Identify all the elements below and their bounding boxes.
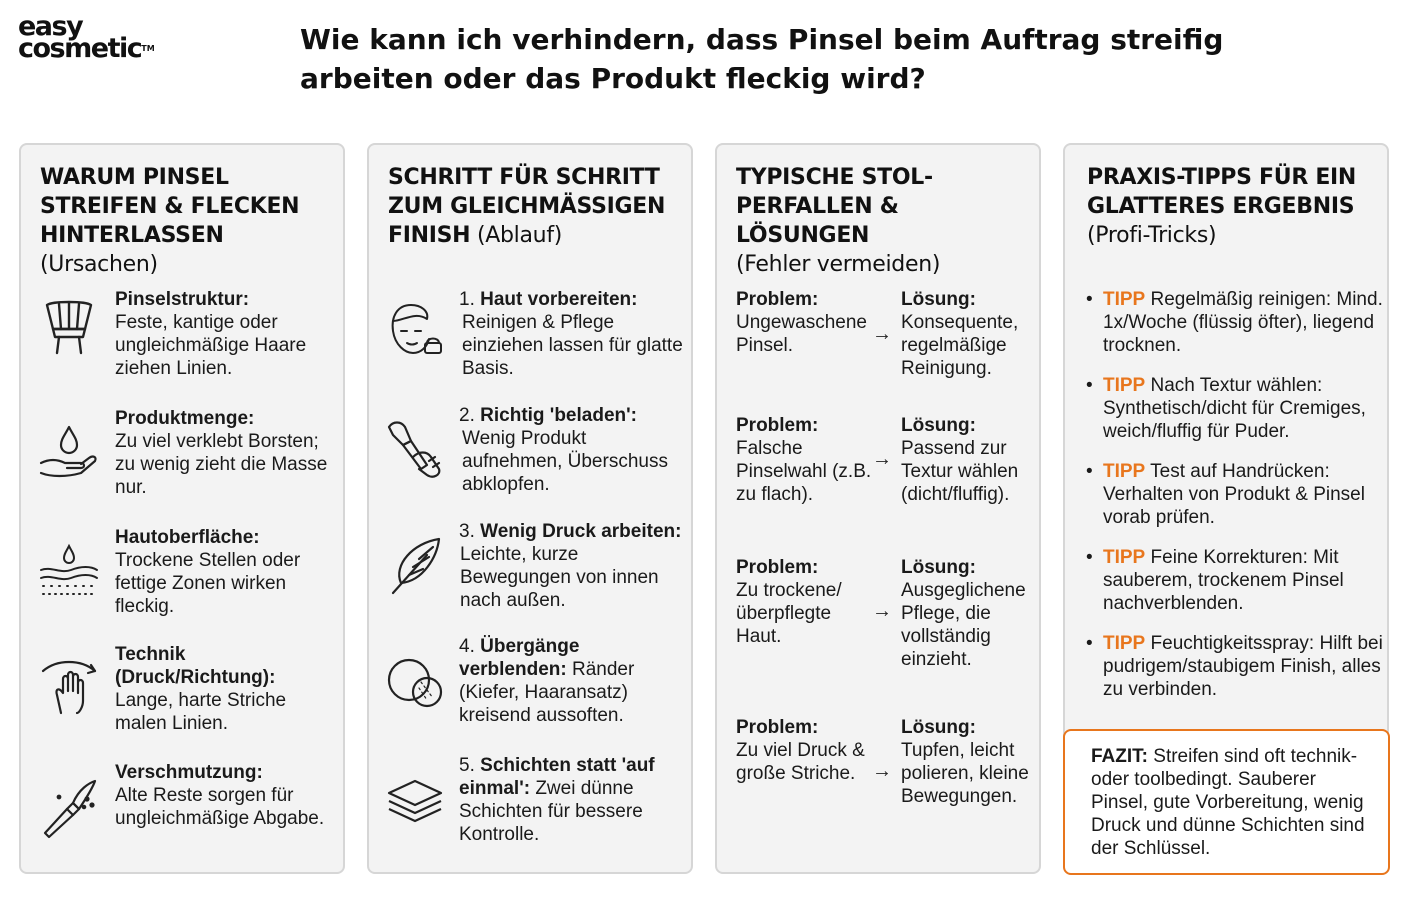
solution-text: Lösung: Ausgeglichene Pflege, die vollst…: [901, 557, 1026, 670]
layers-icon: [383, 769, 447, 833]
step-item: 5. Schichten statt 'auf einmal': Zwei dü…: [459, 755, 655, 845]
brush-bristles-icon: [37, 295, 101, 359]
cause-item: Produktmenge: Zu viel verklebt Borsten; …: [115, 408, 328, 498]
tip-item: • TIPP Test auf Handrücken: Verhalten vo…: [1086, 461, 1365, 528]
panel-steps-title: SCHRITT FÜR SCHRITT ZUM GLEICHMÄSSIGEN F…: [388, 165, 666, 248]
step-item: 3. Wenig Druck arbeiten: Leichte, kurze …: [459, 521, 682, 611]
conclusion-box: FAZIT: Streifen sind oft technik- oder t…: [1063, 729, 1390, 875]
panel-steps: SCHRITT FÜR SCHRITT ZUM GLEICHMÄSSIGEN F…: [367, 143, 693, 874]
problem-text: Problem: Falsche Pinselwahl (z.B. zu fla…: [736, 415, 872, 505]
arrow-right-icon: →: [872, 448, 892, 470]
tip-item: • TIPP Regelmäßig reinigen: Mind. 1x/Woc…: [1086, 289, 1383, 356]
step-item: 2. Richtig 'beladen': Wenig Produkt aufn…: [459, 405, 668, 495]
cause-item: Technik (Druck/Richtung): Lange, harte S…: [115, 644, 287, 734]
conclusion-label: FAZIT:: [1091, 746, 1148, 767]
cause-item: Hautoberfläche: Trockene Stellen oder fe…: [115, 527, 301, 617]
panel-pitfalls: TYPISCHE STOL- PERFALLEN & LÖSUNGEN (Feh…: [715, 143, 1041, 874]
panel-causes: WARUM PINSEL STREIFEN & FLECKEN HINTERLA…: [19, 143, 345, 874]
arrow-right-icon: →: [872, 323, 892, 345]
face-cream-icon: [383, 297, 447, 361]
tip-item: • TIPP Nach Textur wählen: Synthetisch/d…: [1086, 375, 1366, 442]
feather-icon: [383, 535, 447, 599]
brand-logo: easy cosmeticTM: [18, 11, 178, 62]
step-item: 1. Haut vorbereiten: Reinigen & Pflege e…: [459, 289, 683, 379]
hand-swipe-icon: [37, 655, 101, 719]
logo-line1: easy: [18, 11, 84, 42]
tip-item: • TIPP Feuchtigkeitsspray: Hilft bei pud…: [1086, 633, 1383, 700]
panel-tips-title: PRAXIS-TIPPS FÜR EIN GLATTERES ERGEBNIS …: [1087, 165, 1357, 248]
logo-trademark: TM: [141, 44, 155, 53]
problem-text: Problem: Zu trockene/ überpflegte Haut.: [736, 557, 842, 647]
step-item: 4. Übergänge verblenden: Ränder (Kiefer,…: [459, 636, 635, 726]
page-headline: Wie kann ich verhindern, dass Pinsel bei…: [300, 23, 1224, 95]
arrow-right-icon: →: [872, 760, 892, 782]
brush-tap-icon: [383, 417, 447, 481]
cause-item: Pinselstruktur: Feste, kantige oder ungl…: [115, 289, 307, 379]
solution-text: Lösung: Tupfen, leicht polieren, kleine …: [901, 717, 1029, 807]
solution-text: Lösung: Konsequente, regelmäßige Reinigu…: [901, 289, 1019, 379]
problem-text: Problem: Zu viel Druck & große Striche.: [736, 717, 865, 784]
conclusion-text: Streifen sind oft technik- oder toolbedi…: [1091, 746, 1365, 859]
drop-hand-icon: [37, 419, 101, 483]
blend-circles-icon: [383, 650, 447, 714]
dirty-brush-icon: [37, 775, 101, 839]
skin-surface-icon: [37, 540, 101, 604]
problem-text: Problem: Ungewaschene Pinsel.: [736, 289, 867, 356]
tip-item: • TIPP Feine Korrekturen: Mit sauberem, …: [1086, 547, 1344, 614]
cause-item: Verschmutzung: Alte Reste sorgen für ung…: [115, 762, 325, 829]
panel-causes-title: WARUM PINSEL STREIFEN & FLECKEN HINTERLA…: [40, 165, 300, 277]
arrow-right-icon: →: [872, 600, 892, 622]
solution-text: Lösung: Passend zur Textur wählen (dicht…: [901, 415, 1019, 505]
logo-line2: cosmetic: [18, 33, 143, 64]
panel-pitfalls-title: TYPISCHE STOL- PERFALLEN & LÖSUNGEN (Feh…: [736, 165, 941, 277]
